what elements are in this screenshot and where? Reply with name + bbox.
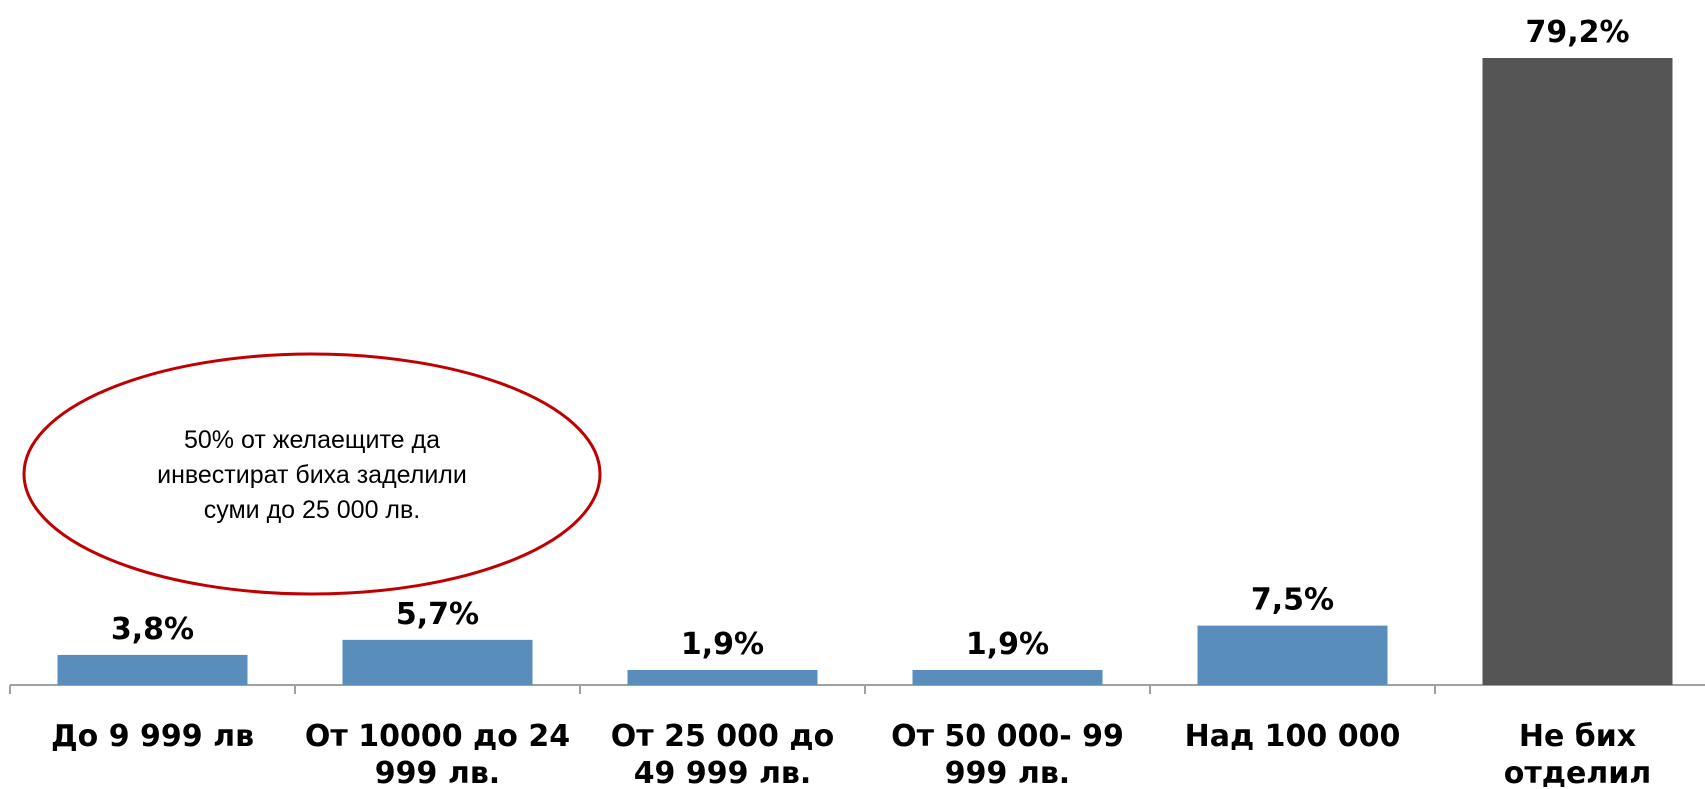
- bar: [912, 669, 1103, 685]
- x-tick-label: отделил: [1504, 756, 1652, 789]
- annotation-text: суми до 25 000 лв.: [204, 496, 420, 524]
- annotation-text: 50% от желаещите да: [184, 426, 440, 454]
- bar: [342, 639, 533, 685]
- x-tick-label: 49 999 лв.: [634, 756, 812, 789]
- x-tick-label: Не бих: [1519, 719, 1636, 754]
- data-label: 7,5%: [1251, 583, 1334, 618]
- x-tick-label: До 9 999 лв: [51, 719, 254, 754]
- x-tick-label: Над 100 000: [1185, 719, 1401, 754]
- data-label: 5,7%: [396, 597, 479, 632]
- bar: [57, 654, 248, 685]
- x-tick-label: 999 лв.: [945, 756, 1070, 789]
- data-label: 1,9%: [966, 627, 1049, 662]
- annotation-text: инвестират биха заделили: [157, 461, 467, 489]
- x-tick-label: 999 лв.: [375, 756, 500, 789]
- bar: [627, 669, 818, 685]
- x-tick-label: От 25 000 до: [611, 719, 834, 754]
- data-label: 3,8%: [111, 612, 194, 647]
- data-label: 1,9%: [681, 627, 764, 662]
- x-tick-label: От 50 000- 99: [891, 719, 1124, 754]
- data-label: 79,2%: [1525, 15, 1629, 50]
- annotation-ellipse: [22, 352, 602, 596]
- x-tick-label: От 10000 до 24: [305, 719, 570, 754]
- bar: [1197, 625, 1388, 685]
- bar: [1482, 58, 1673, 685]
